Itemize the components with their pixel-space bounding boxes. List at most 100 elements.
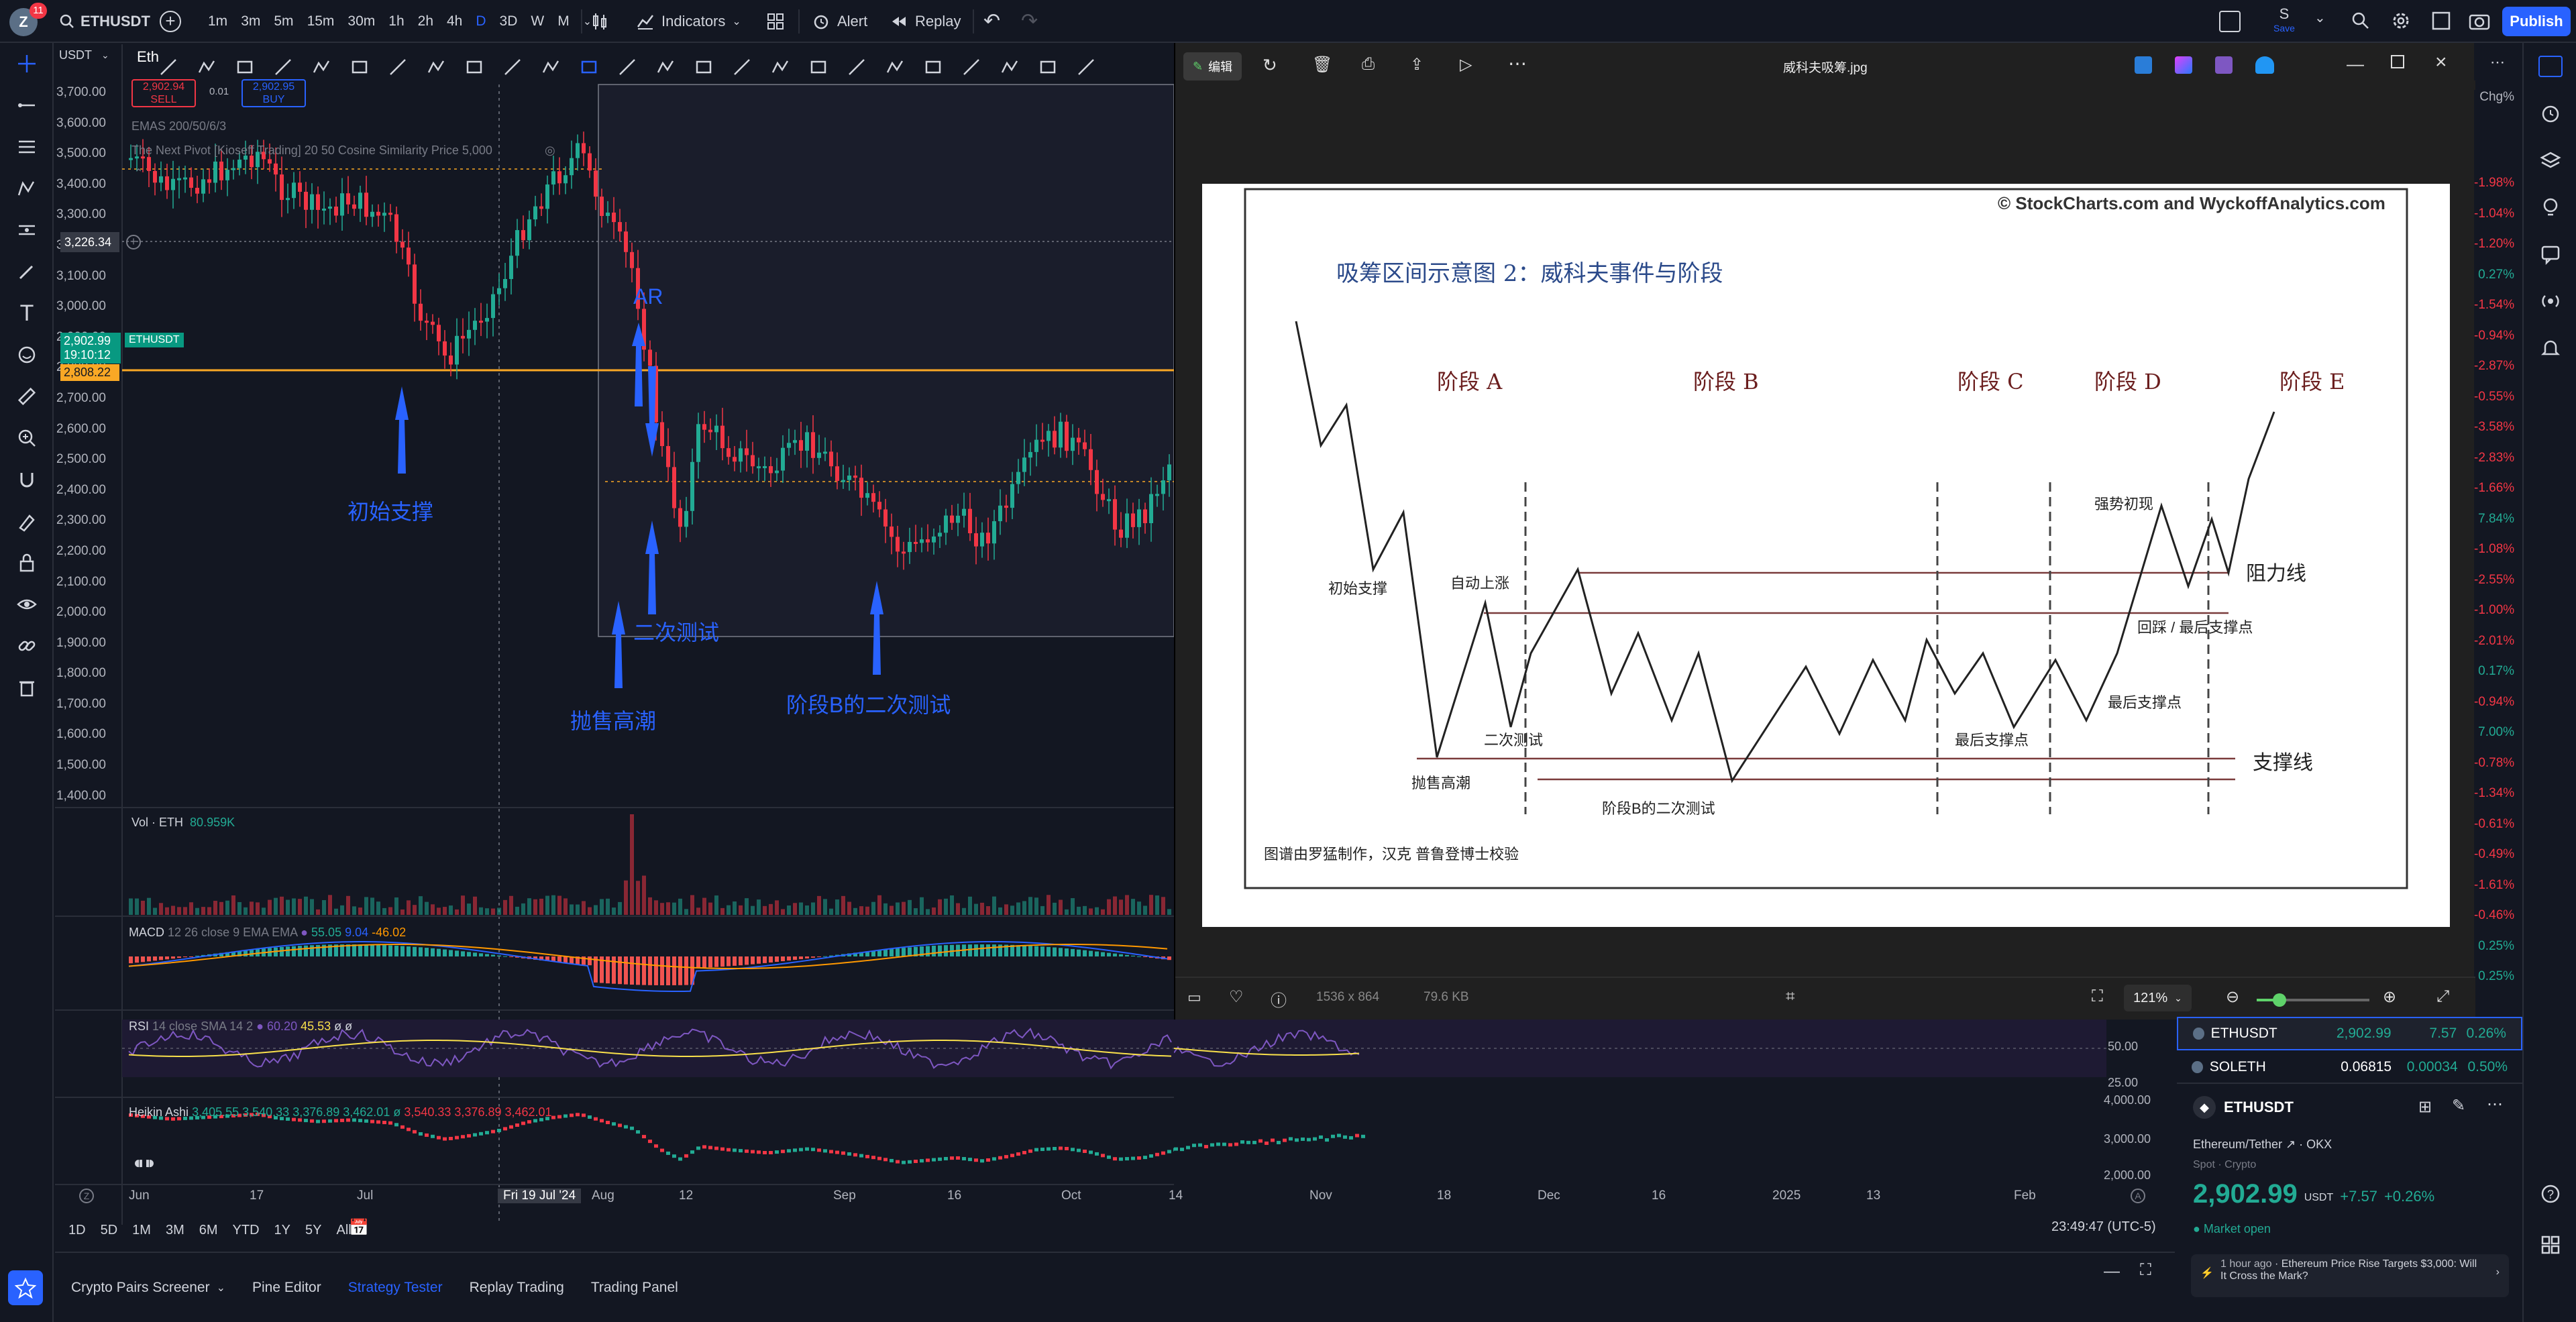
publish-button[interactable]: Publish xyxy=(2502,7,2571,36)
watchlist-row[interactable]: ETHUSDT 2,902.99 7.57 0.26% xyxy=(2177,1017,2522,1050)
interval-30m[interactable]: 30m xyxy=(347,13,376,29)
share-icon[interactable]: ⇪ xyxy=(1410,56,1424,74)
add-symbol-icon[interactable]: + xyxy=(160,11,181,32)
eye-off-icon[interactable]: ◎ xyxy=(545,144,555,157)
sell-button[interactable]: 2,902.94 SELL xyxy=(131,79,196,107)
slideshow-icon[interactable]: ▷ xyxy=(1460,56,1472,74)
hray-tool-icon[interactable] xyxy=(498,53,527,81)
cursor-tool-icon[interactable] xyxy=(269,53,297,81)
interval-15m[interactable]: 15m xyxy=(307,13,335,29)
delete-icon[interactable]: 🗑 xyxy=(1312,56,1333,74)
maximize-window-icon[interactable] xyxy=(2391,55,2404,68)
crosshair-icon[interactable] xyxy=(0,43,54,85)
interval-1m[interactable]: 1m xyxy=(208,13,228,29)
alert-button[interactable]: Alert xyxy=(812,0,867,43)
undo-icon[interactable]: ↶ xyxy=(983,10,1001,32)
lock-icon[interactable] xyxy=(0,542,54,584)
brush-tool-icon[interactable] xyxy=(231,53,259,81)
templates-icon[interactable] xyxy=(766,12,785,31)
range-6m[interactable]: 6M xyxy=(199,1222,218,1237)
broadcast-icon[interactable] xyxy=(2524,278,2576,325)
smile-icon[interactable] xyxy=(0,334,54,376)
curve-tool-icon[interactable] xyxy=(384,53,412,81)
layers-icon[interactable] xyxy=(2524,137,2576,184)
rotate-icon[interactable]: ↻ xyxy=(1263,55,1277,75)
tab-crypto-pairs-screener[interactable]: Crypto Pairs Screener xyxy=(71,1279,210,1295)
fib-icon[interactable] xyxy=(0,126,54,168)
interval-3m[interactable]: 3m xyxy=(241,13,261,29)
camera-icon[interactable] xyxy=(2469,11,2490,31)
news-card[interactable]: ⚡ 1 hour ago · Ethereum Price Rise Targe… xyxy=(2191,1254,2509,1297)
grid-apps-icon[interactable] xyxy=(2524,1234,2576,1256)
hline-tool-icon[interactable] xyxy=(307,53,335,81)
replay-button[interactable]: Replay xyxy=(890,0,961,43)
trash-icon[interactable] xyxy=(0,667,54,708)
more-icon[interactable]: ⋯ xyxy=(2487,1095,2503,1113)
redo-icon[interactable]: ↷ xyxy=(1021,10,1038,32)
interval-2h[interactable]: 2h xyxy=(417,13,433,29)
gear-icon[interactable] xyxy=(2391,11,2411,31)
interval-D[interactable]: D xyxy=(476,13,486,29)
line-tool-icon[interactable] xyxy=(154,53,182,81)
tab-replay-trading[interactable]: Replay Trading xyxy=(469,1279,564,1295)
pattern-icon[interactable] xyxy=(0,168,54,209)
crosshair-tool-icon[interactable] xyxy=(575,53,603,81)
tab-pine-editor[interactable]: Pine Editor xyxy=(252,1279,321,1295)
chevron-down-icon[interactable]: ⌄ xyxy=(2314,11,2326,25)
ruler-icon[interactable] xyxy=(0,376,54,417)
lightbulb-icon[interactable] xyxy=(2524,184,2576,231)
range-all[interactable]: All xyxy=(336,1222,352,1237)
interval-W[interactable]: W xyxy=(531,13,545,29)
pointer-tool-icon[interactable] xyxy=(651,53,680,81)
edit-note-icon[interactable]: ✎ xyxy=(2452,1097,2466,1115)
ema-legend[interactable]: EMAS 200/50/6/3 xyxy=(131,119,227,133)
edit-button[interactable]: ✎ 编辑 xyxy=(1183,52,1242,80)
brush-icon[interactable] xyxy=(0,251,54,292)
chat-icon[interactable] xyxy=(2524,231,2576,278)
calendar-icon[interactable]: 📅 xyxy=(349,1219,369,1237)
trend-line-icon[interactable] xyxy=(0,85,54,126)
interval-3D[interactable]: 3D xyxy=(499,13,518,29)
range-1y[interactable]: 1Y xyxy=(274,1222,291,1237)
axis-settings-icon[interactable]: Z xyxy=(79,1189,94,1203)
text-cursor-tool-icon[interactable] xyxy=(537,53,565,81)
expand-icon[interactable]: ⤢ xyxy=(2436,987,2450,1005)
path-tool-icon[interactable] xyxy=(804,53,833,81)
pattern-tool-icon[interactable] xyxy=(957,53,985,81)
filmstrip-icon[interactable]: ▭ xyxy=(1187,989,1201,1005)
watchlist-row[interactable]: SOLETH 0.06815 0.00034 0.50% xyxy=(2177,1050,2522,1084)
more-icon[interactable]: ⋯ xyxy=(1508,53,1527,74)
minimize-window-icon[interactable]: — xyxy=(2347,54,2364,74)
indicator-legend[interactable]: The Next Pivot [Kioseff Trading] 20 50 C… xyxy=(131,144,492,157)
range-1m[interactable]: 1M xyxy=(132,1222,151,1237)
text-icon[interactable]: T xyxy=(19,300,34,326)
symbol-search[interactable]: ETHUSDT xyxy=(59,0,150,43)
print-icon[interactable]: ⎙ xyxy=(1362,55,1375,73)
details-symbol[interactable]: ETHUSDT xyxy=(2224,1099,2294,1115)
wave2-tool-icon[interactable] xyxy=(843,53,871,81)
range-1d[interactable]: 1D xyxy=(68,1222,86,1237)
lock-draw-icon[interactable] xyxy=(0,500,54,542)
alarm-clock-icon[interactable] xyxy=(2524,90,2576,137)
interval-1h[interactable]: 1h xyxy=(388,13,405,29)
buy-button[interactable]: 2,902.95 BUY xyxy=(241,79,306,107)
star-icon[interactable] xyxy=(8,1270,43,1305)
add-level-icon[interactable]: + xyxy=(126,235,141,250)
ray-tool-icon[interactable] xyxy=(193,53,221,81)
interval-4h[interactable]: 4h xyxy=(447,13,463,29)
channel-tool-icon[interactable] xyxy=(881,53,909,81)
link-icon[interactable] xyxy=(0,625,54,667)
auto-scale-icon[interactable]: A xyxy=(2131,1189,2145,1203)
pitchfork-tool-icon[interactable] xyxy=(766,53,794,81)
app-icon-3[interactable] xyxy=(2215,56,2233,74)
range-ytd[interactable]: YTD xyxy=(232,1222,260,1237)
app-icon-1[interactable] xyxy=(2135,56,2152,74)
app-icon-2[interactable] xyxy=(2175,56,2192,74)
scan-icon[interactable]: ⌗ xyxy=(1786,987,1795,1005)
heart-icon[interactable]: ♡ xyxy=(1229,988,1244,1006)
cloud-icon[interactable] xyxy=(2255,56,2274,74)
grid-tool-icon[interactable] xyxy=(690,53,718,81)
zoom-out-icon[interactable]: ⊖ xyxy=(2226,988,2240,1006)
text-tool-icon[interactable] xyxy=(1072,53,1100,81)
arrow-tool-icon[interactable] xyxy=(996,53,1024,81)
